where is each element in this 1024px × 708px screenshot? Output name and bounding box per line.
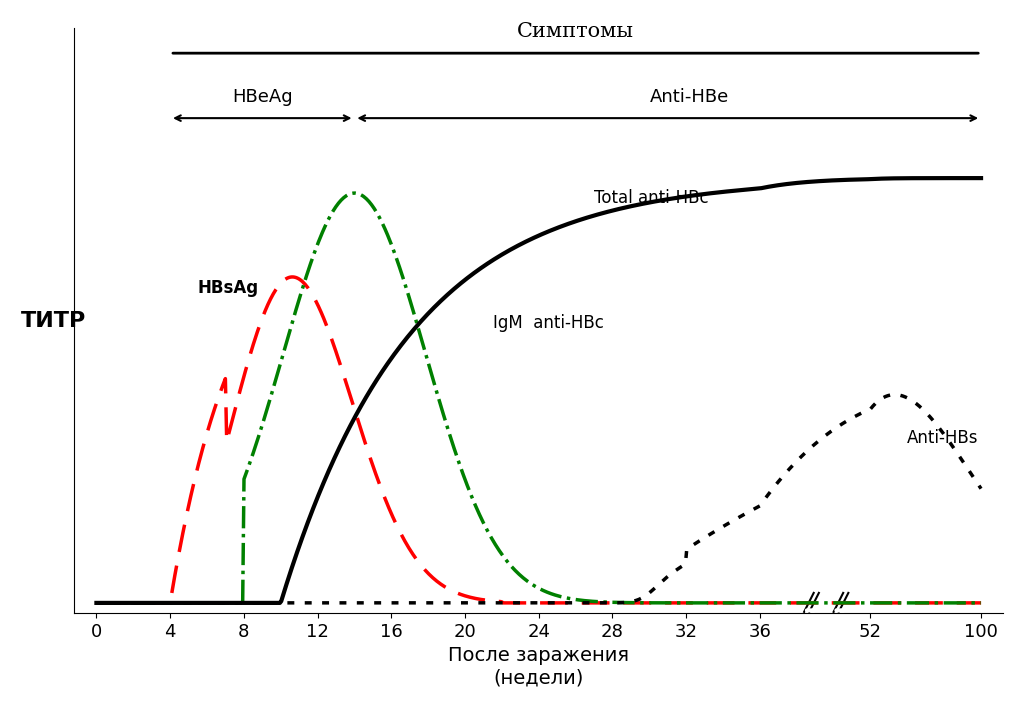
Y-axis label: ТИТР: ТИТР — [20, 311, 86, 331]
Text: Симптомы: Симптомы — [517, 22, 634, 40]
Text: IgM  anti-HBc: IgM anti-HBc — [493, 314, 603, 332]
Text: Anti-HBs: Anti-HBs — [907, 429, 979, 447]
Text: Total anti-HBc: Total anti-HBc — [594, 189, 709, 207]
Text: Anti-HBe: Anti-HBe — [650, 88, 729, 105]
Text: HBsAg: HBsAg — [198, 279, 259, 297]
X-axis label: После заражения
(недели): После заражения (недели) — [449, 646, 629, 687]
Text: HBeAg: HBeAg — [232, 88, 293, 105]
